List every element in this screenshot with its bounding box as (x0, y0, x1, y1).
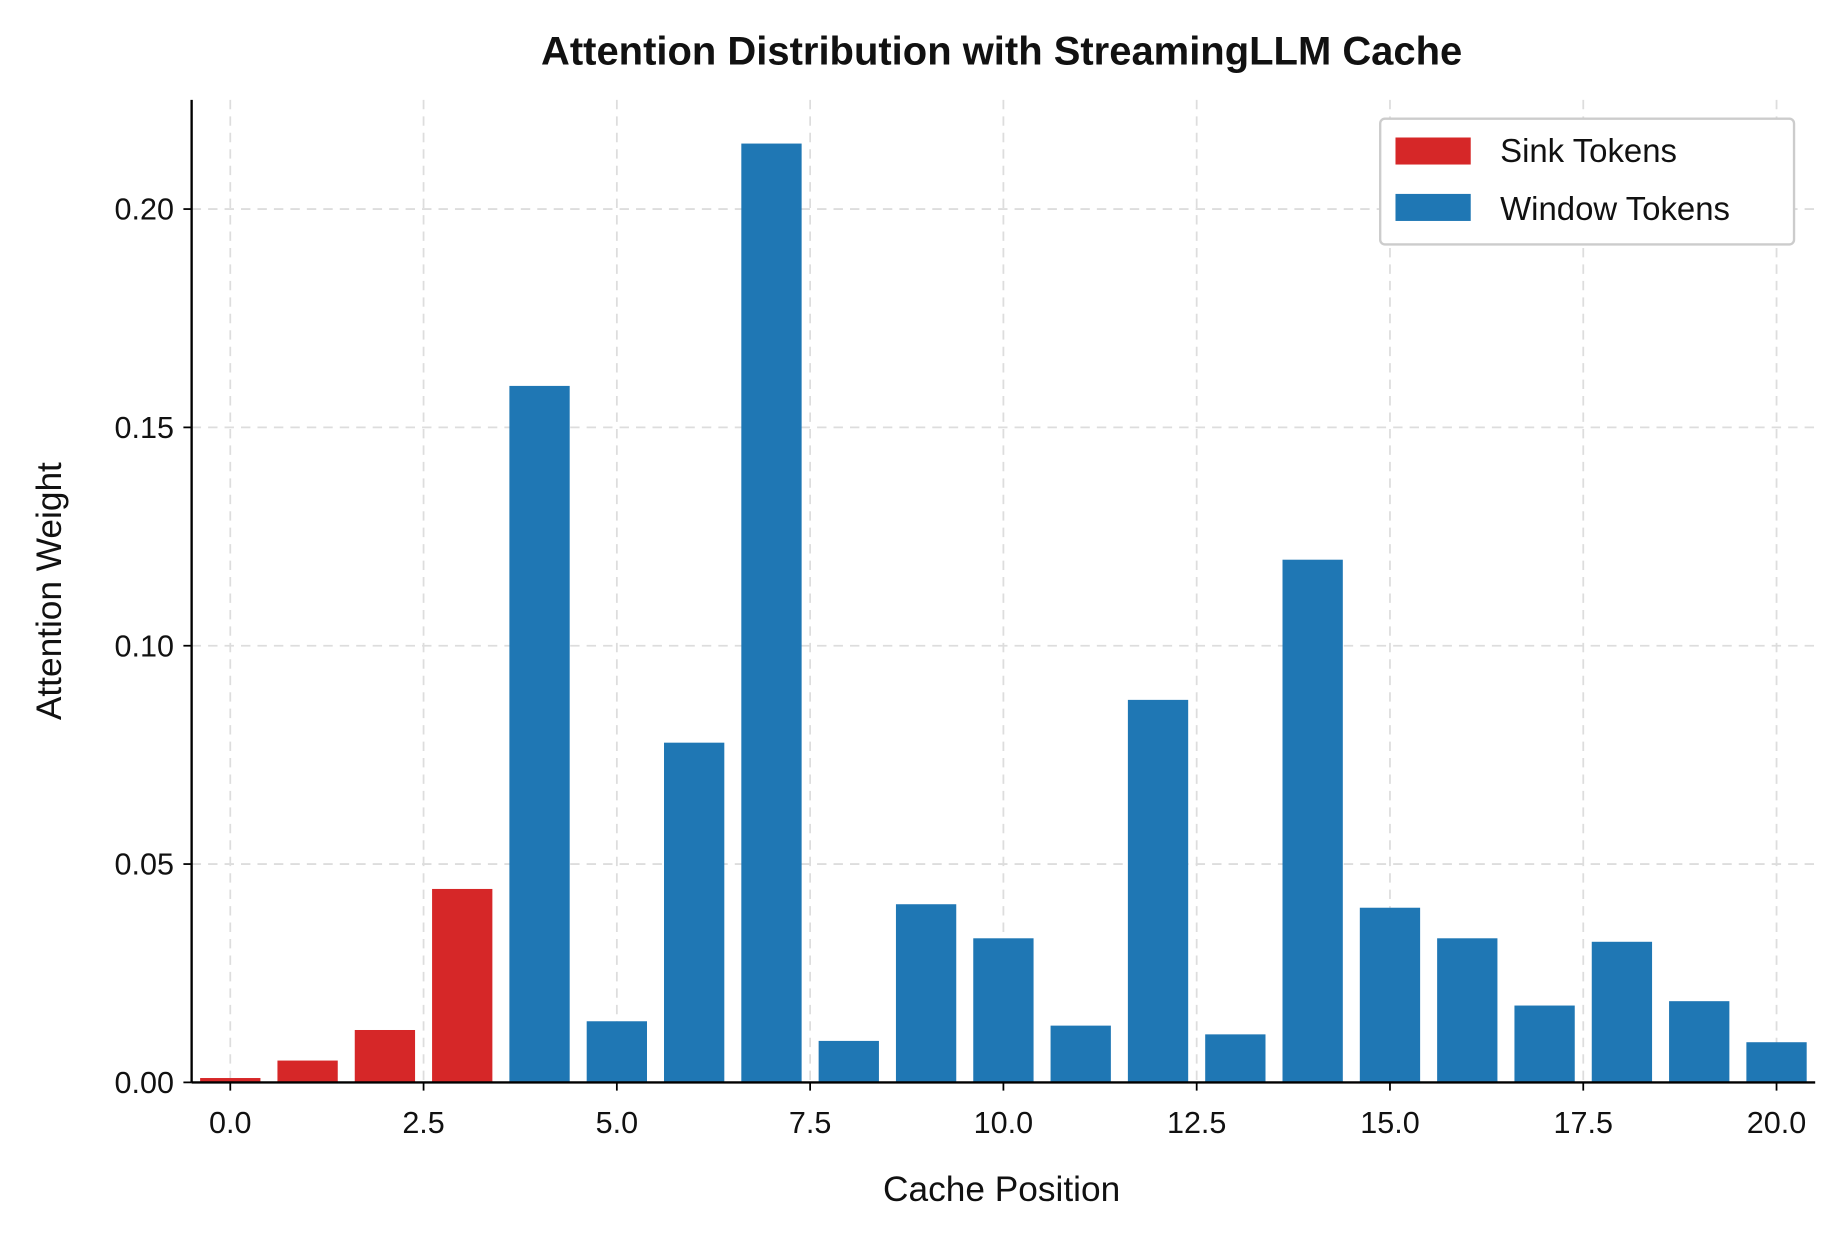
y-tick-label: 0.15 (115, 411, 174, 445)
window-bar (1669, 1001, 1730, 1083)
window-bar (1205, 1034, 1266, 1083)
x-tick-label: 10.0 (974, 1106, 1033, 1140)
sink-bar (354, 1029, 416, 1083)
x-tick-label: 12.5 (1167, 1106, 1226, 1140)
window-bar (895, 904, 957, 1083)
window-bar (1359, 907, 1421, 1083)
window-bar (509, 385, 570, 1083)
chart-title: Attention Distribution with StreamingLLM… (541, 30, 1462, 74)
y-tick-label: 0.05 (115, 848, 174, 882)
window-bar (818, 1040, 879, 1083)
x-tick-label: 7.5 (789, 1106, 831, 1140)
x-tick-label: 17.5 (1554, 1106, 1613, 1140)
x-tick-label: 20.0 (1747, 1106, 1806, 1140)
x-tick-label: 5.0 (596, 1106, 638, 1140)
legend-label-sink: Sink Tokens (1500, 132, 1677, 169)
bars (200, 143, 1807, 1083)
window-bar (586, 1021, 647, 1083)
x-tick-label: 2.5 (402, 1106, 444, 1140)
sink-bar (200, 1078, 261, 1083)
y-tick-label: 0.10 (115, 629, 174, 663)
window-bar (741, 143, 802, 1083)
y-tick-label: 0.20 (115, 193, 174, 227)
window-bar (1127, 699, 1189, 1083)
legend-label-window: Window Tokens (1500, 190, 1730, 227)
window-bar (1591, 941, 1653, 1083)
window-bar (1282, 559, 1343, 1083)
x-tick-label: 0.0 (209, 1106, 251, 1140)
window-bar (973, 938, 1034, 1083)
sink-bar (277, 1060, 338, 1083)
legend: Sink Tokens Window Tokens (1379, 117, 1796, 246)
x-axis-label: Cache Position (883, 1170, 1120, 1209)
window-bar (1514, 1005, 1575, 1083)
legend-box (1379, 117, 1796, 246)
y-axis-label: Attention Weight (30, 462, 69, 720)
window-bar (664, 742, 725, 1083)
window-bar (1746, 1042, 1807, 1083)
legend-swatch-window (1395, 193, 1471, 221)
window-bar (1050, 1025, 1111, 1083)
axes: 0.0 2.5 5.0 7.5 10.0 12.5 15.0 17.5 20.0 0.00 0.05… (115, 99, 1816, 1140)
legend-swatch-sink (1395, 137, 1471, 165)
window-bar (1437, 938, 1498, 1083)
sink-bar (432, 888, 493, 1083)
y-tick-label: 0.00 (115, 1066, 174, 1100)
x-tick-label: 15.0 (1360, 1106, 1419, 1140)
